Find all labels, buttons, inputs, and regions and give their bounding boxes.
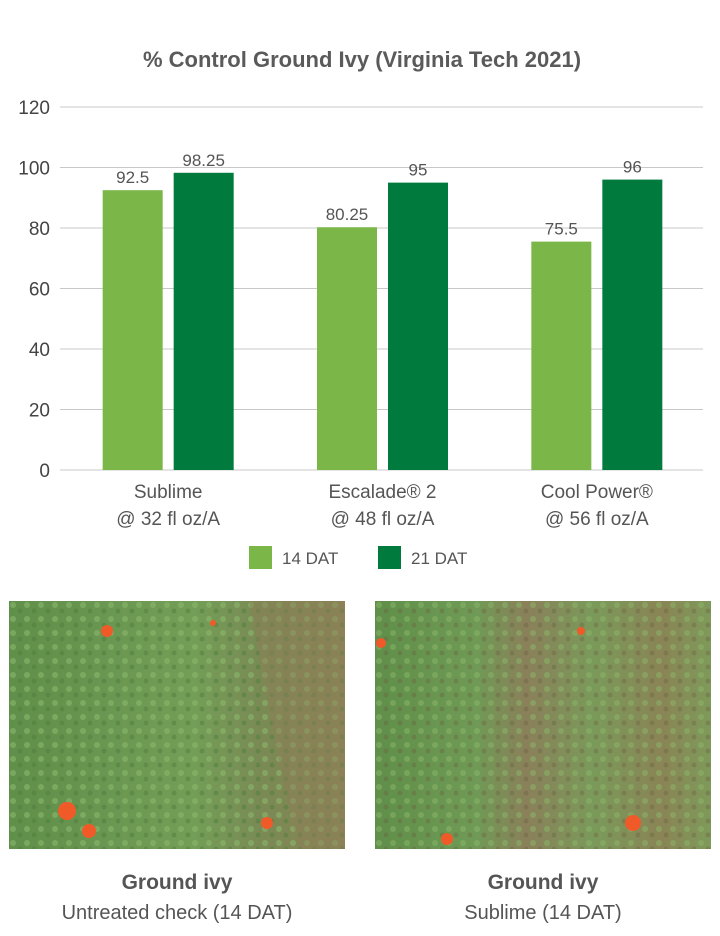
gridlines — [60, 106, 703, 471]
y-tick-label: 60 — [29, 280, 50, 301]
category-label: Cool Power® — [541, 482, 653, 503]
y-tick-label: 40 — [29, 340, 50, 361]
caption-subtitle: Sublime (14 DAT) — [464, 902, 622, 924]
bar — [602, 179, 663, 470]
category-label: @ 56 fl oz/A — [545, 509, 649, 530]
y-tick-label: 20 — [29, 401, 50, 422]
data-label: 92.5 — [116, 168, 149, 187]
data-label: 75.5 — [545, 220, 578, 239]
caption-subtitle: Untreated check (14 DAT) — [61, 902, 293, 924]
category-label: Sublime — [134, 482, 203, 503]
photo-untreated-check — [9, 601, 345, 849]
category-label: @ 32 fl oz/A — [116, 509, 220, 530]
caption-untreated-check: Ground ivy Untreated check (14 DAT) — [0, 868, 357, 928]
photo-sublime-treated — [375, 601, 711, 849]
chart-title: % Control Ground Ivy (Virginia Tech 2021… — [143, 47, 581, 72]
y-tick-label: 80 — [29, 219, 50, 240]
caption-sublime: Ground ivy Sublime (14 DAT) — [363, 868, 720, 928]
bar — [102, 190, 163, 470]
data-labels: 92.5 98.25 80.25 95 75.5 96 — [116, 151, 642, 239]
y-tick-label: 100 — [18, 159, 50, 180]
data-label: 96 — [623, 158, 642, 177]
legend-label: 21 DAT — [411, 549, 467, 568]
data-label: 98.25 — [182, 151, 225, 170]
x-axis: Sublime @ 32 fl oz/A Escalade® 2 @ 48 fl oz… — [116, 482, 653, 530]
category-label: @ 48 fl oz/A — [331, 509, 435, 530]
legend: 14 DAT 21 DAT — [249, 546, 467, 569]
legend-swatch — [378, 546, 401, 569]
data-label: 95 — [409, 161, 428, 180]
data-label: 80.25 — [326, 205, 369, 224]
caption-title: Ground ivy — [121, 871, 233, 894]
bars — [102, 172, 663, 470]
bar — [388, 182, 448, 470]
bar — [317, 227, 377, 470]
category-label: Escalade® 2 — [328, 482, 436, 503]
bar — [173, 172, 234, 470]
legend-swatch — [249, 546, 272, 569]
bar — [531, 241, 592, 470]
caption-title: Ground ivy — [487, 871, 599, 894]
bar-chart: % Control Ground Ivy (Virginia Tech 2021… — [18, 47, 703, 569]
legend-label: 14 DAT — [282, 549, 338, 568]
y-axis: 0 20 40 60 80 100 120 — [18, 98, 50, 482]
y-tick-label: 0 — [39, 461, 50, 482]
y-tick-label: 120 — [18, 98, 50, 119]
